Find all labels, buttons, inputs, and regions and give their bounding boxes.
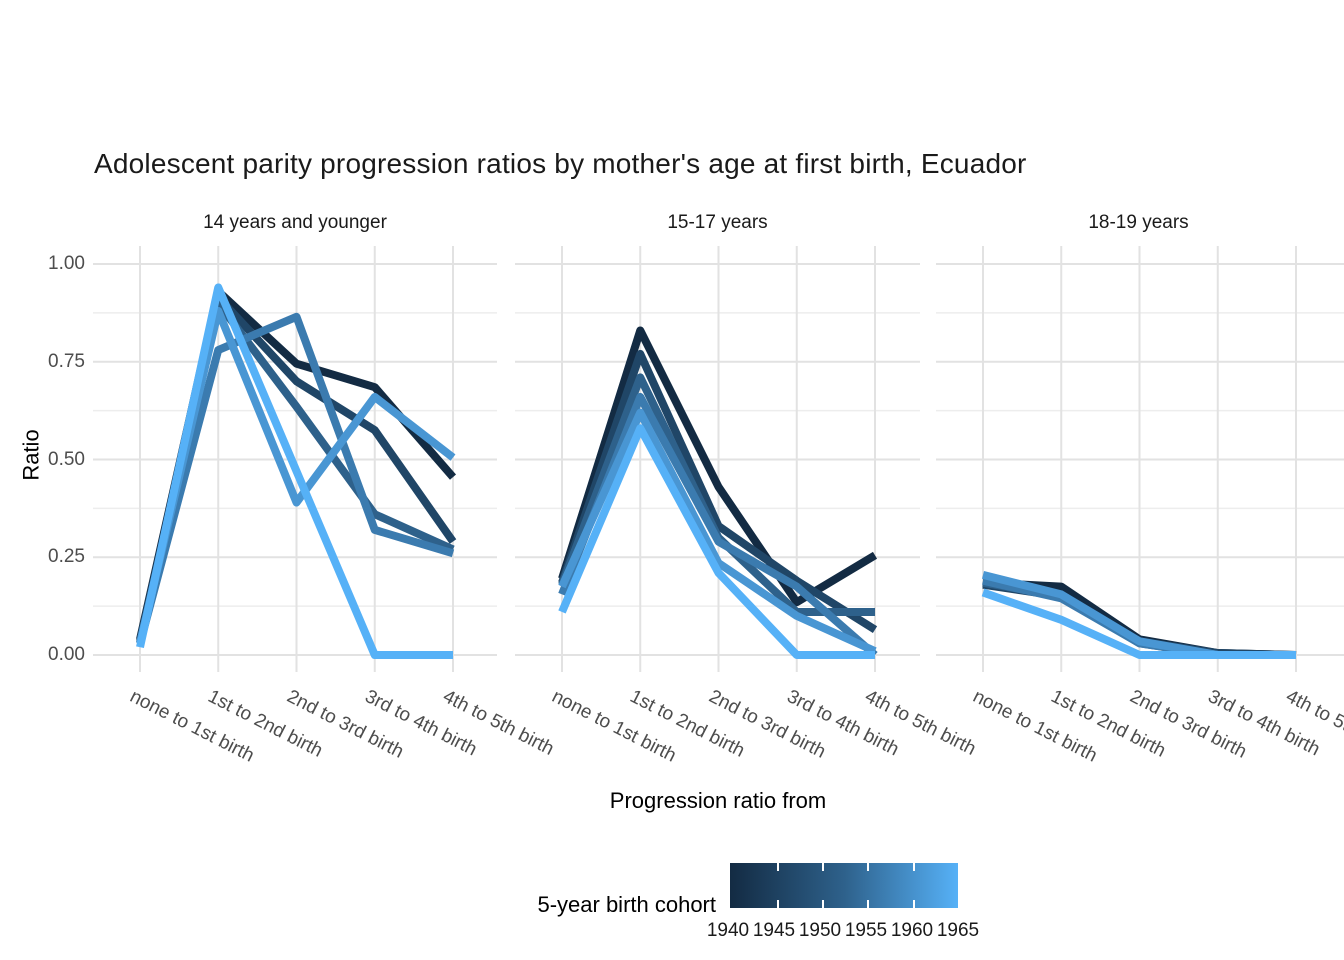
legend-label-1945: 1945 [752, 920, 796, 941]
legend-tick-mark [913, 863, 915, 871]
legend-tick-mark [777, 900, 779, 908]
legend-label-1965: 1965 [936, 920, 980, 941]
y-tick-label: 1.00 [48, 253, 85, 274]
cohort-line-1965 [981, 588, 1296, 659]
cohort-line-1960 [558, 408, 877, 655]
legend-title: 5-year birth cohort [537, 892, 716, 917]
legend-label-1955: 1955 [844, 920, 888, 941]
legend-label-1960: 1960 [890, 920, 934, 941]
cohort-line-1965 [558, 424, 875, 659]
cohort-line-1965 [136, 283, 453, 659]
legend-tick-mark [822, 863, 824, 871]
y-tick-label: 0.25 [48, 546, 85, 568]
facet-strip-label: 18-19 years [1088, 212, 1189, 233]
y-tick-label: 0.75 [48, 350, 85, 372]
legend-label-1950: 1950 [798, 920, 842, 941]
facet-strip-label: 14 years and younger [203, 212, 387, 233]
legend-tick-mark [777, 863, 779, 871]
legend-gradient-bar [730, 863, 958, 908]
y-axis-title: Ratio [18, 429, 44, 481]
cohort-line-1945 [558, 349, 878, 633]
cohort-line-1955 [136, 312, 455, 645]
legend-tick-mark [867, 900, 869, 908]
chart-title: Adolescent parity progression ratios by … [94, 148, 1027, 179]
legend-tick-mark [822, 900, 824, 908]
legend-tick-mark [867, 863, 869, 871]
y-tick-label: 0.00 [48, 644, 85, 665]
x-axis-title: Progression ratio from [609, 788, 827, 813]
legend-label-1940: 1940 [706, 920, 750, 941]
legend-tick-mark [913, 900, 915, 908]
cohort-line-1940 [558, 326, 878, 607]
facet-strip-label: 15-17 years [667, 212, 768, 233]
y-tick-label: 0.50 [48, 448, 85, 470]
